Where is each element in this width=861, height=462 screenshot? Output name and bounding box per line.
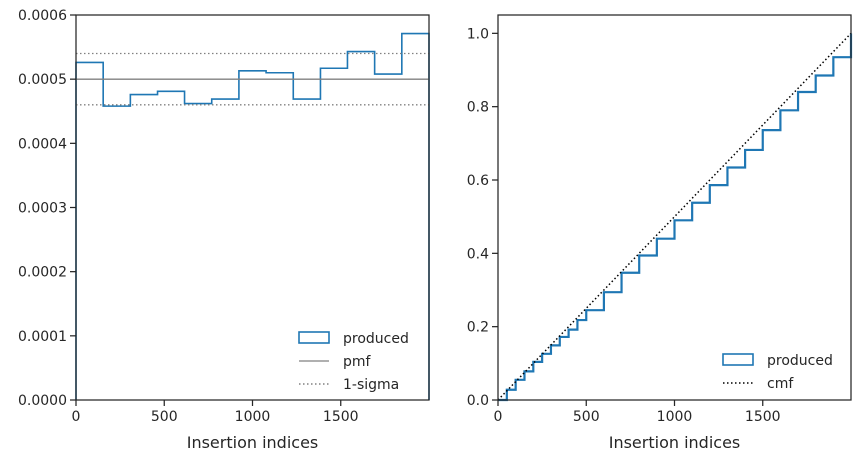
right-cumulative-panel: 0 500 1000 1500 0.0 0.2 0.4 0.6 0.8 1.0 Insertion … [467,14,853,452]
legend-swatch-produced [722,353,754,366]
y-tick-label: 1.0 [467,26,489,42]
produced-cumulative-step [498,33,853,402]
y-tick-label: 0.0000 [18,393,67,409]
legend-label-pmf: pmf [343,354,372,370]
x-tick-label: 1500 [323,409,359,425]
x-tick-label: 500 [573,409,600,425]
legend-label-cmf: cmf [767,376,794,392]
x-tick-label: 1000 [235,409,271,425]
x-axis-label: Insertion indices [187,433,319,452]
y-tick-label: 0.0 [467,393,489,409]
legend-swatch-produced [298,331,330,344]
x-tick-label: 1500 [745,409,781,425]
y-tick-label: 0.4 [467,246,489,262]
left-histogram-panel: 0 500 1000 1500 0.0000 0.0001 0.0002 0.0003 0.00… [18,8,430,452]
cmf-line [497,32,852,401]
x-tick-label: 0 [72,409,81,425]
y-tick-label: 0.6 [467,173,489,189]
legend: produced pmf 1-sigma [298,331,409,393]
y-tick-label: 0.0006 [18,8,67,24]
legend-label-produced: produced [343,331,409,347]
y-tick-label: 0.0002 [18,265,67,281]
legend-label-produced: produced [767,353,833,369]
legend: produced cmf [722,353,833,392]
legend-label-1-sigma: 1-sigma [343,377,399,393]
x-tick-label: 0 [494,409,503,425]
y-tick-label: 0.8 [467,100,489,116]
x-tick-label: 500 [151,409,178,425]
y-tick-label: 0.0001 [18,329,67,345]
y-tick-label: 0.0004 [18,136,67,152]
axes-frame [497,14,852,401]
x-tick-label: 1000 [657,409,693,425]
y-tick-label: 0.0005 [18,72,67,88]
produced-histogram-step [75,32,430,400]
y-tick-label: 0.2 [467,320,489,336]
y-tick-label: 0.0003 [18,201,67,217]
x-axis-label: Insertion indices [609,433,741,452]
